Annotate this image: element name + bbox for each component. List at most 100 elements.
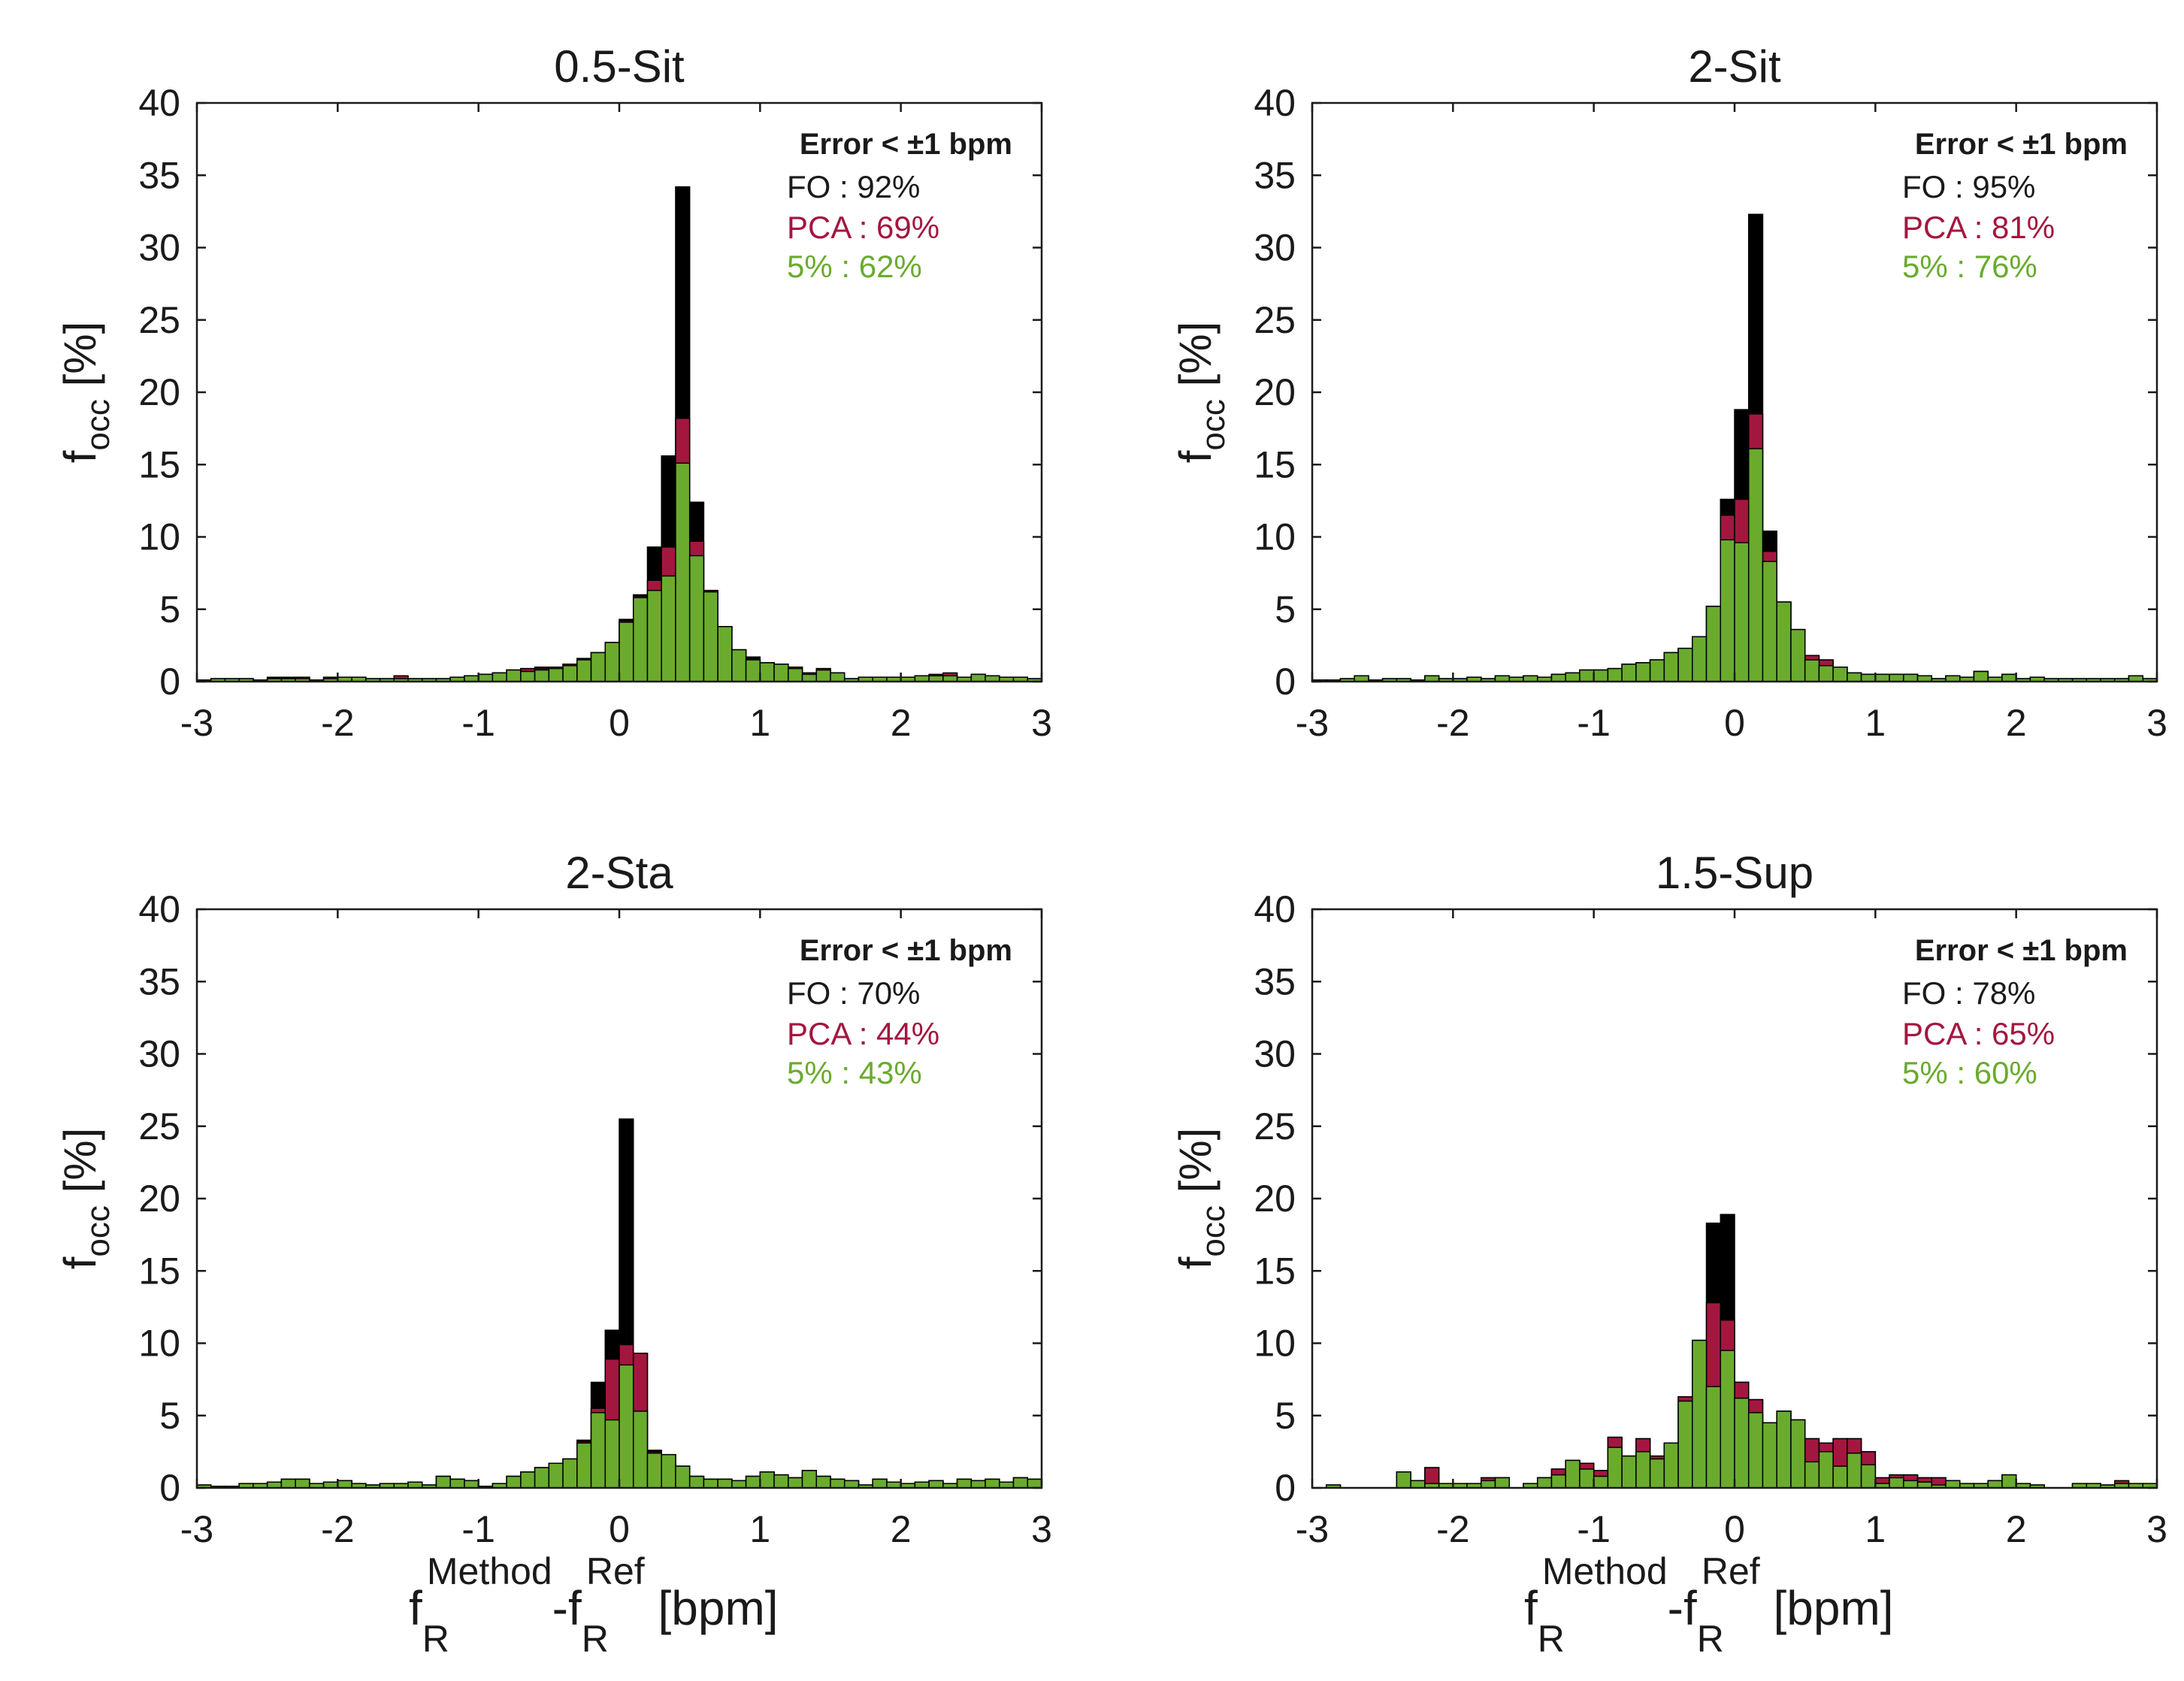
bar-5pct <box>1762 561 1777 682</box>
annotation-pca: PCA : 65% <box>1902 1016 2055 1051</box>
bar-5pct <box>1565 1459 1581 1489</box>
y-tick-label: 40 <box>1254 888 1296 930</box>
bar-5pct <box>717 1478 733 1489</box>
bar-5pct <box>815 1475 831 1489</box>
y-tick-label: 15 <box>1254 1250 1296 1292</box>
bar-5pct <box>1945 1480 1961 1489</box>
y-axis-label-main: f <box>55 1256 105 1269</box>
x-axis-label: fRMethod-fRRef [bpm] <box>1524 1550 1894 1660</box>
y-tick-label: 20 <box>1254 371 1296 413</box>
x-tick-label: 3 <box>2146 1508 2167 1550</box>
histogram-panel-1: 0 5 10 15 20 25 30 35 40 -3 -2 -1 0 1 2 3 2-Sit focc [%] E… <box>1170 41 2167 744</box>
bar-5pct <box>1663 652 1679 682</box>
y-tick-label: 20 <box>1254 1178 1296 1220</box>
bar-5pct <box>632 597 649 682</box>
bar-5pct <box>548 1462 564 1489</box>
annotation-fo: FO : 78% <box>1902 975 2035 1011</box>
y-axis-label: focc [%] <box>1170 322 1232 464</box>
x-tick-label: 3 <box>1031 1508 1052 1550</box>
bar-5pct <box>1903 1480 1919 1489</box>
y-tick-label: 15 <box>138 1250 180 1292</box>
annotation-fo: FO : 92% <box>787 169 920 204</box>
bar-5pct <box>2001 673 2017 682</box>
bar-5pct <box>1012 1477 1029 1489</box>
bar-5pct <box>1790 628 1806 682</box>
x-axis-label-sup2: Ref <box>1702 1550 1760 1592</box>
bar-5pct <box>1832 1465 1848 1489</box>
bar-5pct <box>1635 662 1651 682</box>
annotation-header: Error < ±1 bpm <box>1915 128 2128 161</box>
x-tick-label: 2 <box>2006 1508 2027 1550</box>
bar-5pct <box>1762 1422 1777 1489</box>
bar-5pct <box>1593 1475 1609 1489</box>
x-axis-label-sub: R <box>1538 1618 1565 1660</box>
bar-5pct <box>1692 636 1708 682</box>
bar-5pct <box>1663 1442 1679 1489</box>
bar-5pct <box>688 1475 705 1489</box>
bar-5pct <box>1847 672 1862 682</box>
bar-5pct <box>830 672 845 682</box>
x-tick-label: 0 <box>609 1508 630 1550</box>
bar-5pct <box>1705 606 1722 682</box>
bar-5pct <box>590 1412 606 1489</box>
bar-5pct <box>1860 1464 1877 1489</box>
y-tick-label: 30 <box>138 1033 180 1075</box>
bar-5pct <box>985 1478 1000 1489</box>
bar-5pct <box>1692 1339 1708 1489</box>
bar-5pct <box>1790 1419 1806 1489</box>
y-axis-label-sub: occ <box>80 399 116 450</box>
x-tick-label: -3 <box>1296 1508 1329 1550</box>
bar-5pct <box>1649 659 1665 682</box>
bar-5pct <box>1396 1471 1411 1489</box>
annotation-5pct: 5% : 62% <box>787 249 922 284</box>
y-tick-label: 30 <box>138 227 180 269</box>
bar-5pct <box>688 555 705 682</box>
bar-5pct <box>1027 1478 1042 1489</box>
bar-5pct <box>1677 647 1693 682</box>
x-tick-label: 0 <box>1724 702 1745 744</box>
y-tick-label: 0 <box>1275 661 1296 703</box>
y-axis-label: focc [%] <box>55 1128 116 1270</box>
bar-5pct <box>619 1364 634 1489</box>
histogram-panel-0: 0 5 10 15 20 25 30 35 40 -3 -2 -1 0 1 2 3 0.5-Sit focc [%… <box>55 41 1052 744</box>
bar-5pct <box>1903 673 1919 682</box>
bar-5pct <box>1776 1410 1792 1489</box>
bar-5pct <box>1720 539 1735 682</box>
bar-5pct <box>604 642 620 682</box>
bar-5pct <box>801 1470 818 1489</box>
chart-title: 2-Sit <box>1688 41 1781 92</box>
bar-5pct <box>1987 1480 2003 1489</box>
x-tick-label: -2 <box>1436 1508 1469 1550</box>
x-tick-label: 1 <box>749 1508 770 1550</box>
chart-title: 1.5-Sup <box>1656 848 1813 898</box>
bar-5pct <box>295 1478 310 1489</box>
bar-5pct <box>1621 1455 1637 1489</box>
bar-5pct <box>830 1478 845 1489</box>
bar-5pct <box>1607 667 1623 682</box>
bar-5pct <box>1720 1350 1735 1489</box>
bar-5pct <box>1889 673 1904 682</box>
bar-5pct <box>632 1410 649 1489</box>
x-tick-label: -1 <box>1577 1508 1610 1550</box>
x-tick-label: -3 <box>180 702 213 744</box>
bar-5pct <box>1550 1474 1566 1489</box>
x-tick-label: -1 <box>1577 702 1610 744</box>
x-axis-label-unit: [bpm] <box>645 1581 779 1635</box>
bar-5pct <box>703 1478 718 1489</box>
bar-5pct <box>435 1475 451 1489</box>
x-tick-label: 0 <box>1724 1508 1745 1550</box>
y-tick-label: 5 <box>1275 588 1296 630</box>
y-axis-label-unit: [%] <box>1170 1128 1221 1205</box>
bar-5pct <box>590 652 606 682</box>
bar-5pct <box>1776 601 1792 682</box>
bar-5pct <box>703 591 718 682</box>
bar-5pct <box>731 1480 747 1489</box>
bar-5pct <box>731 649 747 682</box>
y-tick-label: 40 <box>138 82 180 124</box>
x-tick-label: -2 <box>321 702 354 744</box>
y-axis-label-unit: [%] <box>55 1128 105 1205</box>
annotation-header: Error < ±1 bpm <box>1915 934 2128 967</box>
bar-5pct <box>717 626 733 682</box>
